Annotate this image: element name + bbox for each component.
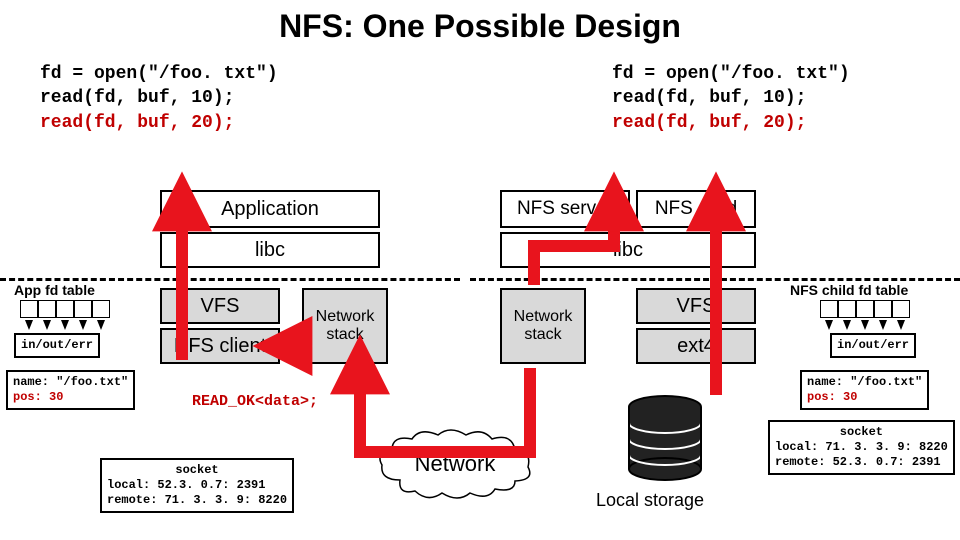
code-line: read(fd, buf, 10); [40,86,278,110]
name-pos-right-box: name: "/foo.txt" pos: 30 [800,370,929,410]
code-line-highlight: read(fd, buf, 20); [40,111,278,135]
arrow-down-icon [879,320,887,330]
fd-cell [892,300,910,318]
local-storage-label: Local storage [596,490,704,511]
netstack-line: Network [514,308,573,326]
network-cloud: Network [370,425,540,511]
app-fd-table [20,300,110,318]
socket-left-box: socket local: 52.3. 0.7: 2391 remote: 71… [100,458,294,513]
arrow-down-icon [61,320,69,330]
app-fd-table-label: App fd table [14,282,95,298]
netstack-line: stack [524,326,561,344]
kernel-boundary-right [470,278,960,281]
nfs-child-box: NFS child [636,190,756,228]
netstack-line: Network [316,308,375,326]
fd-cell [820,300,838,318]
vfs-left-box: VFS [160,288,280,324]
name-line: name: "/foo.txt" [13,375,128,390]
arrow-down-icon [25,320,33,330]
pos-value: 30 [49,390,63,404]
network-label: Network [370,451,540,477]
libc-right-box: libc [500,232,756,268]
arrow-down-icon [861,320,869,330]
libc-left-box: libc [160,232,380,268]
code-line: fd = open("/foo. txt") [612,62,850,86]
cylinder-icon [625,395,705,485]
netstack-line: stack [326,326,363,344]
arrow-down-icon [825,320,833,330]
pos-label: pos: [13,390,42,404]
socket-right-box: socket local: 71. 3. 3. 9: 8220 remote: … [768,420,955,475]
code-line: fd = open("/foo. txt") [40,62,278,86]
socket-remote: remote: 71. 3. 3. 9: 8220 [107,493,287,508]
socket-local: local: 71. 3. 3. 9: 8220 [775,440,948,455]
socket-remote: remote: 52.3. 0.7: 2391 [775,455,948,470]
nfs-server-box: NFS server [500,190,630,228]
nfs-child-fd-table [820,300,910,318]
socket-local: local: 52.3. 0.7: 2391 [107,478,287,493]
socket-title: socket [775,425,948,440]
arrow-down-icon [79,320,87,330]
fd-cell [38,300,56,318]
arrow-down-icon [43,320,51,330]
network-stack-right-box: Network stack [500,288,586,364]
nfs-client-box: NFS client [160,328,280,364]
code-line-highlight: read(fd, buf, 20); [612,111,850,135]
application-box: Application [160,190,380,228]
fd-cell [92,300,110,318]
in-out-err-right-box: in/out/err [830,333,916,358]
name-pos-left-box: name: "/foo.txt" pos: 30 [6,370,135,410]
read-ok-label: READ_OK<data>; [192,393,318,410]
code-line: read(fd, buf, 10); [612,86,850,110]
kernel-boundary-left [0,278,460,281]
network-stack-left-box: Network stack [302,288,388,364]
fd-cell [838,300,856,318]
arrow-down-icon [897,320,905,330]
fd-cell [56,300,74,318]
code-left: fd = open("/foo. txt") read(fd, buf, 10)… [40,62,278,135]
fd-cell [74,300,92,318]
pos-label: pos: [807,390,836,404]
fd-cell [20,300,38,318]
vfs-right-box: VFS [636,288,756,324]
pos-value: 30 [843,390,857,404]
storage-cylinder [625,395,705,490]
fd-cell [874,300,892,318]
nfs-child-fd-table-label: NFS child fd table [790,282,908,298]
in-out-err-left-box: in/out/err [14,333,100,358]
page-title: NFS: One Possible Design [0,0,960,45]
socket-title: socket [107,463,287,478]
fd-cell [856,300,874,318]
ext4-box: ext4 [636,328,756,364]
name-line: name: "/foo.txt" [807,375,922,390]
arrow-down-icon [843,320,851,330]
arrow-down-icon [97,320,105,330]
code-right: fd = open("/foo. txt") read(fd, buf, 10)… [612,62,850,135]
